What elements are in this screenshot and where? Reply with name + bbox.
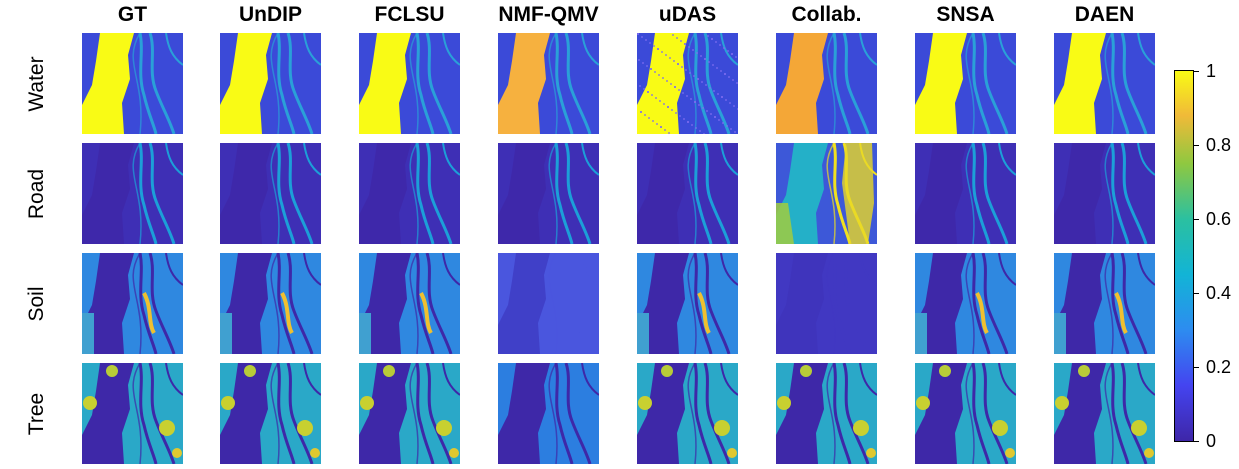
abundance-map [220, 363, 321, 464]
abundance-map [637, 253, 738, 354]
colorbar-tick [1193, 293, 1199, 294]
abundance-map [82, 33, 183, 134]
colorbar-tick [1193, 71, 1199, 72]
colorbar-tick [1193, 145, 1199, 146]
abundance-map [498, 253, 599, 354]
column-title: NMF-QMV [498, 3, 599, 26]
abundance-map [1054, 33, 1155, 134]
column-title: GT [117, 3, 148, 26]
abundance-map [82, 143, 183, 244]
abundance-map [498, 33, 599, 134]
abundance-map [359, 143, 460, 244]
column-title: DAEN [1074, 3, 1135, 26]
abundance-map [359, 33, 460, 134]
abundance-map [220, 143, 321, 244]
colorbar [1174, 70, 1194, 442]
abundance-map [1054, 363, 1155, 464]
column-title: uDAS [658, 3, 717, 26]
colorbar-tick-label: 0 [1206, 431, 1217, 451]
abundance-map [915, 143, 1016, 244]
abundance-map [776, 33, 877, 134]
abundance-map [637, 33, 738, 134]
column-title: Collab. [791, 3, 862, 26]
colorbar-tick-label: 1 [1206, 61, 1217, 81]
colorbar-tick [1193, 219, 1199, 220]
abundance-map [498, 363, 599, 464]
abundance-map [776, 363, 877, 464]
abundance-map [637, 143, 738, 244]
column-title: UnDIP [239, 3, 302, 26]
colorbar-tick-label: 0.2 [1206, 357, 1232, 377]
abundance-map [1054, 253, 1155, 354]
row-label: Soil [25, 285, 48, 322]
column-title: FCLSU [374, 3, 445, 26]
colorbar-tick-label: 0.4 [1206, 283, 1232, 303]
colorbar-tick [1193, 441, 1199, 442]
row-label: Tree [25, 392, 48, 435]
abundance-map [220, 33, 321, 134]
abundance-map [915, 363, 1016, 464]
abundance-map [637, 363, 738, 464]
abundance-map [359, 363, 460, 464]
column-title: SNSA [936, 3, 995, 26]
abundance-map [1054, 143, 1155, 244]
abundance-map [82, 253, 183, 354]
colorbar-tick-label: 0.8 [1206, 135, 1232, 155]
row-label: Water [25, 55, 48, 112]
abundance-map [220, 253, 321, 354]
abundance-map [359, 253, 460, 354]
row-label: Road [25, 168, 48, 219]
abundance-map [915, 33, 1016, 134]
colorbar-tick [1193, 367, 1199, 368]
abundance-map [776, 253, 877, 354]
abundance-map [776, 143, 877, 244]
colorbar-tick-label: 0.6 [1206, 209, 1232, 229]
abundance-map [82, 363, 183, 464]
abundance-map [498, 143, 599, 244]
abundance-map [915, 253, 1016, 354]
